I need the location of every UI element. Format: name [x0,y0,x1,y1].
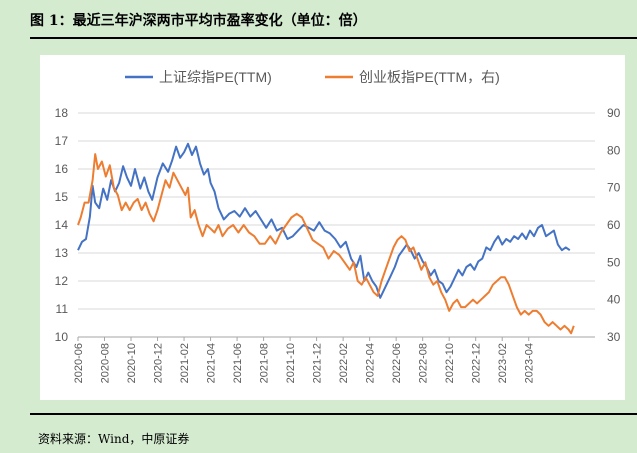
x-tick-label: 2020-06 [73,343,85,383]
x-tick-label: 2020-08 [100,343,112,383]
x-tick-label: 2021-12 [312,343,324,383]
y-left-tick-label: 10 [55,330,69,344]
y-right-tick-label: 90 [607,106,621,120]
pe-line-chart: 10 11 12 13 14 15 16 17 18 30 40 50 60 70 80 90 2020-06 2… [55,69,621,383]
x-tick-label: 2021-06 [232,343,244,383]
y-right-tick-label: 40 [607,293,621,307]
series-line-shanghai-pe [77,142,571,299]
legend-label: 上证综指PE(TTM) [159,69,272,85]
x-tick-label: 2021-10 [285,343,297,383]
x-tick-label: 2022-06 [391,343,403,383]
legend: 上证综指PE(TTM) 创业板指PE(TTM，右) [125,69,500,85]
legend-label: 创业板指PE(TTM，右) [359,69,500,85]
x-tick-label: 2023-04 [524,343,536,383]
grid-layer [78,112,595,338]
y-right-tick-label: 50 [607,255,621,269]
y-left-tick-label: 17 [55,134,69,148]
x-tick-label: 2021-02 [179,343,191,383]
x-tick-label: 2022-02 [338,343,350,383]
bottom-rule [30,413,637,415]
y-left-tick-label: 15 [55,190,69,204]
y-right-tick-label: 70 [607,181,621,195]
y-left-tick-label: 18 [55,106,69,120]
x-tick-label: 2021-04 [206,343,218,383]
series-line-chinext-pe [77,153,575,335]
x-tick-label: 2022-10 [444,343,456,383]
x-tick-label: 2021-08 [259,343,271,383]
top-rule [30,37,637,39]
y-right-tick-label: 80 [607,143,621,157]
y-right-tick-label: 30 [607,330,621,344]
x-tick-label: 2020-10 [126,343,138,383]
source-note: 资料来源：Wind，中原证券 [38,432,190,446]
y-right-tick-label: 60 [607,218,621,232]
y-left-tick-label: 16 [55,162,69,176]
x-tick-label: 2022-04 [365,343,377,383]
axis-layer: 10 11 12 13 14 15 16 17 18 30 40 50 60 70 80 90 2020-06 2… [55,106,621,383]
x-tick-label: 2023-02 [497,343,509,383]
chart-panel: 10 11 12 13 14 15 16 17 18 30 40 50 60 70 80 90 2020-06 2… [40,55,625,400]
y-left-tick-label: 11 [56,302,69,316]
x-tick-label: 2020-12 [153,343,165,383]
y-left-tick-label: 14 [55,218,69,232]
y-left-tick-label: 13 [55,246,69,260]
x-tick-label: 2022-12 [471,343,483,383]
figure-title: 图 1：最近三年沪深两市平均市盈率变化（单位：倍） [30,13,367,29]
x-tick-label: 2022-08 [418,343,430,383]
series-layer [77,142,575,335]
y-left-tick-label: 12 [55,274,69,288]
